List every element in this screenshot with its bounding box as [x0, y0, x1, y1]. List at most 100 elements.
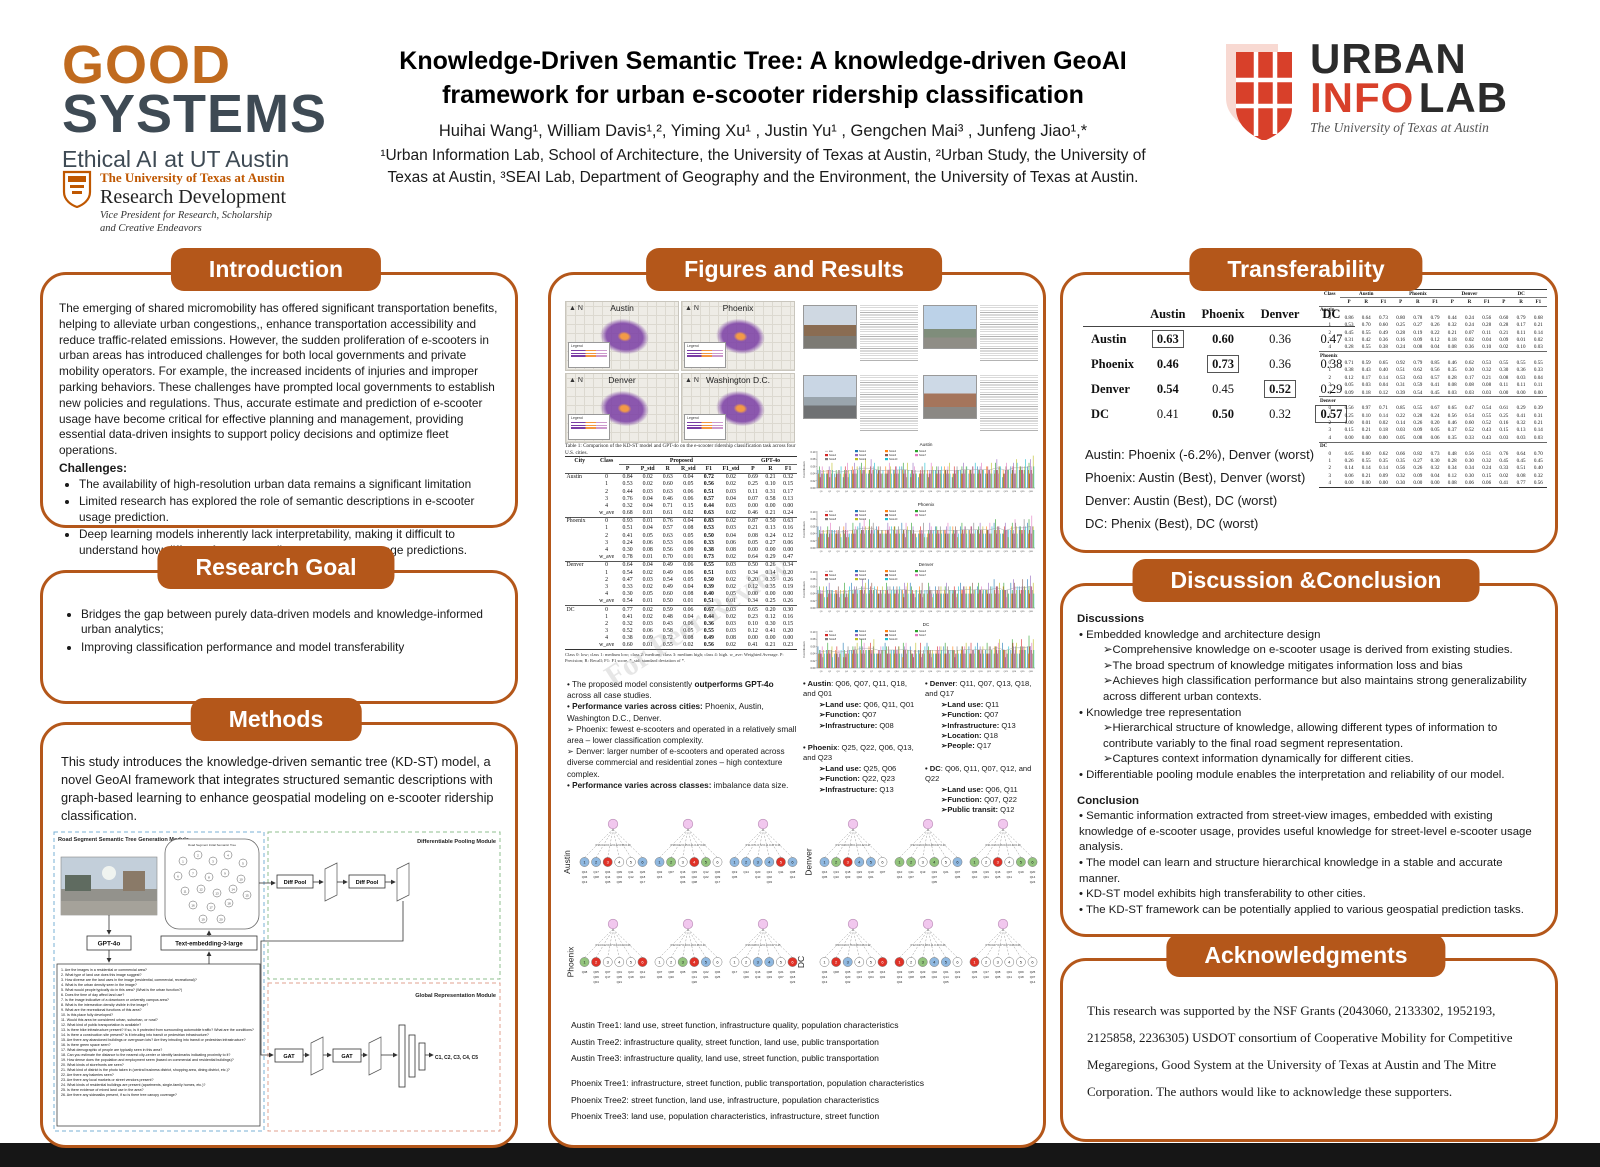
chart-bar [865, 530, 867, 548]
table1-cell [565, 628, 594, 635]
section-title-figures: Figures and Results [646, 248, 942, 291]
transfer-detail-cell: 0.28 [1344, 344, 1354, 351]
chart-bar [853, 470, 854, 488]
transfer-detail-cell: 0.24 [1430, 412, 1440, 419]
tree-root-node [607, 818, 619, 830]
tree-leaf-node [752, 857, 763, 867]
chart-bar [1019, 650, 1021, 668]
chart-x-tick-label: Q7 [870, 551, 874, 553]
chart-bar [1031, 642, 1033, 668]
tree-leaf-qlabel: Q13 [767, 870, 773, 874]
chart-bar [982, 526, 984, 548]
contribution-chart-dc: DC0.000.020.040.060.080.10ContributionQ1… [802, 622, 1035, 673]
module2-label: Differentiable Pooling Module [417, 839, 496, 845]
transfer-detail-metric-header: F1 [1483, 299, 1490, 306]
tree-leaf-qlabel: Q07 [605, 970, 611, 974]
transfer-detail-cell: 0.02 [1499, 472, 1509, 479]
table1-cell: 0.03 [725, 620, 736, 627]
chart-bar [981, 530, 982, 548]
transfer-detail-cell: 0.55 [1499, 360, 1509, 367]
city-findings-col2: • Denver: Q11, Q07, Q13, Q18, and Q17 ➢La… [925, 679, 1039, 828]
chart-bar [894, 526, 896, 548]
north-arrow-icon: ▲ N [685, 377, 699, 384]
chart-bar [1012, 593, 1014, 608]
transfer-detail-cell: 0.63 [1413, 374, 1423, 381]
question-item: 19. How dense does the population and em… [61, 1058, 234, 1062]
transfer-detail-metric-header: P [1450, 299, 1454, 306]
transfer-detail-cell: 0.73 [1430, 450, 1440, 457]
tree-leaf-qlabel: Q05 [972, 970, 978, 974]
transfer-matrix-cell: 0.32 [1269, 407, 1291, 421]
table1-cell: 0.26 [783, 576, 794, 583]
table1-cell: 0.84 [622, 474, 633, 481]
tree-leaf-number: 5 [870, 860, 873, 865]
tree-leaf-number: 6 [956, 960, 959, 965]
chart-bar [901, 590, 903, 608]
chart-bar [819, 593, 821, 608]
table1-cell: 0.03 [725, 502, 736, 509]
chart-x-tick-label: Q9 [887, 611, 891, 613]
street-view-description-text [860, 375, 918, 431]
chart-legend-label: Node1 [859, 510, 867, 513]
transfer-detail-cell: 0.02 [1465, 336, 1474, 343]
tree-leaf-number: 6 [1031, 960, 1034, 965]
transfer-detail-cell: 0.09 [1413, 336, 1423, 343]
chart-bar [935, 586, 936, 608]
chart-bar [1033, 593, 1035, 608]
chart-bar [855, 590, 857, 608]
chart-bar [919, 653, 920, 668]
transfer-detail-cell: 0.27 [1413, 322, 1423, 329]
chart-bar [870, 586, 871, 608]
transfer-detail-blank [1319, 298, 1340, 306]
transfer-detail-metric-header: P [1399, 299, 1403, 306]
chart-bar [918, 650, 919, 668]
chart-bar [837, 593, 838, 608]
chart-bar [988, 470, 989, 488]
chart-bar [916, 473, 917, 488]
chart-bar [904, 470, 905, 488]
chart-bar [937, 473, 938, 488]
chart-y-axis-label: Contribution [802, 461, 806, 478]
transfer-detail-cell: 0.24 [1482, 465, 1492, 472]
affiliation-line: ¹Urban Information Lab, School of Archit… [380, 147, 1146, 186]
tree-leaf-qlabel: Q01 [617, 970, 623, 974]
chart-bar [972, 466, 974, 488]
chart-bar [886, 646, 887, 668]
transfer-detail-cell: 0.32 [1396, 472, 1406, 479]
semantic-tree: 0.16 0.08 0.12 0.13 0.07 0.451Q172Q22Q06… [729, 918, 798, 984]
table1-cell: 0.43 [662, 620, 673, 627]
chart-bar [932, 470, 934, 488]
table1-cell: 3 [605, 583, 609, 590]
chart-x-tick-label: Q23 [1004, 551, 1009, 553]
tree-leaf-qlabel: Q06 [680, 880, 686, 884]
chart-bar [937, 593, 939, 608]
chart-bar [954, 657, 956, 668]
tree-leaf-node [677, 957, 688, 967]
chart-bar [1008, 530, 1010, 548]
chart-y-tick-label: 0.08 [810, 457, 816, 461]
conclusion-bullet-text: The model can learn and structure hierar… [1079, 856, 1503, 885]
transfer-matrix-diagonal-value: 0.73 [1207, 355, 1239, 373]
chart-bar [905, 537, 906, 548]
chart-legend-label: Node8 [829, 518, 837, 521]
chart-bar [1023, 526, 1024, 548]
chart-bar [932, 597, 933, 608]
chart-bar [1021, 530, 1022, 548]
city-finding-item: ➢Infrastructure: Q13 [925, 721, 1039, 731]
tree-leaf-qlabel: Q06 [822, 970, 828, 974]
chart-x-tick-label: Q13 [920, 671, 925, 673]
chart-bar [903, 597, 905, 608]
chart-bar [896, 533, 898, 548]
chart-bar [997, 586, 998, 608]
transfer-detail-cell: 0.00 [1516, 389, 1526, 396]
discussion-bullet-text: Embedded knowledge and architecture desi… [1086, 628, 1321, 641]
table1-cell: 0.01 [642, 642, 653, 649]
tree-leaf-qlabel: Q04 [932, 975, 938, 979]
transfer-detail-cell: 0.35 [1447, 434, 1457, 441]
chart-legend-label: Node10 [889, 458, 898, 461]
chart-x-tick-label: Q25 [1020, 491, 1025, 493]
chart-bar [829, 533, 831, 548]
chart-bar [920, 470, 922, 488]
transfer-detail-cell: 0.04 [1430, 344, 1440, 351]
chart-bar [946, 593, 948, 608]
